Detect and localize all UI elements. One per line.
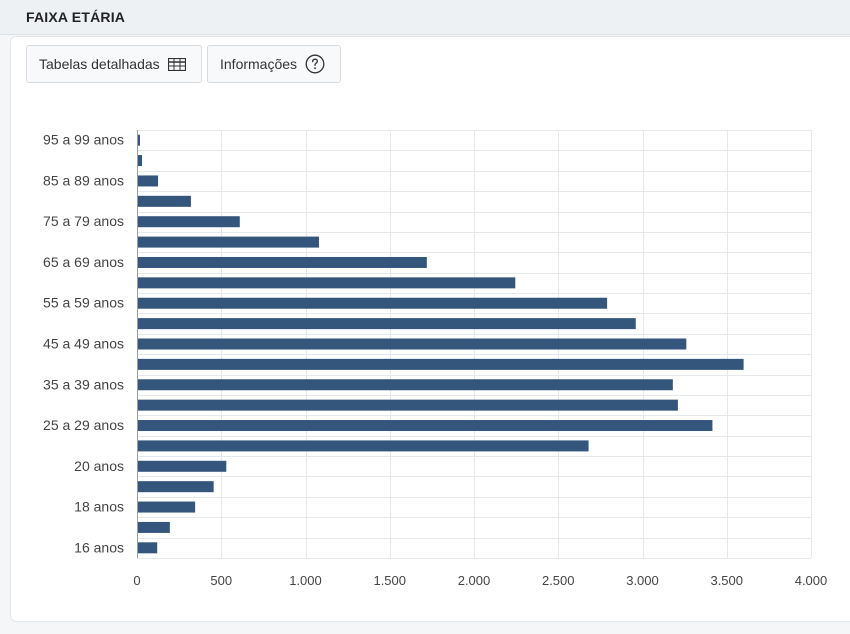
- help-circle-icon: [305, 54, 325, 74]
- x-tick-label: 2.000: [458, 573, 491, 588]
- section-header: FAIXA ETÁRIA: [0, 0, 850, 35]
- bar: [138, 379, 673, 391]
- bar: [138, 440, 589, 452]
- bar: [138, 175, 159, 187]
- y-tick-label: 85 a 89 anos: [43, 172, 124, 188]
- y-tick-label: 75 a 79 anos: [43, 213, 124, 229]
- x-tick-label: 3.000: [626, 573, 659, 588]
- bar: [138, 216, 240, 228]
- bar: [138, 134, 140, 146]
- information-button[interactable]: Informações: [207, 45, 341, 83]
- x-tick-label: 1.500: [373, 573, 406, 588]
- bar: [138, 542, 158, 554]
- y-tick-label: 18 anos: [74, 499, 124, 515]
- x-tick-label: 500: [210, 573, 232, 588]
- bar: [138, 155, 143, 167]
- x-tick-label: 2.500: [542, 573, 575, 588]
- y-tick-label: 65 a 69 anos: [43, 254, 124, 270]
- bar: [138, 521, 170, 533]
- section-title: FAIXA ETÁRIA: [26, 9, 126, 25]
- y-tick-label: 35 a 39 anos: [43, 376, 124, 392]
- bar: [138, 358, 744, 370]
- bar: [138, 195, 191, 207]
- bar: [138, 420, 713, 432]
- bar: [138, 318, 636, 330]
- y-tick-label: 55 a 59 anos: [43, 295, 124, 311]
- x-tick-label: 3.500: [710, 573, 743, 588]
- bar: [138, 501, 196, 513]
- bar: [138, 256, 427, 268]
- information-label: Informações: [220, 56, 298, 72]
- y-tick-label: 25 a 29 anos: [43, 417, 124, 433]
- bar: [138, 236, 319, 248]
- bar: [138, 297, 608, 309]
- x-tick-label: 4.000: [795, 573, 828, 588]
- detailed-tables-label: Tabelas detalhadas: [39, 56, 160, 72]
- detailed-tables-button[interactable]: Tabelas detalhadas: [26, 45, 202, 83]
- bar: [138, 338, 687, 350]
- y-tick-label: 16 anos: [74, 539, 124, 555]
- table-icon: [167, 57, 186, 71]
- y-tick-label: 45 a 49 anos: [43, 336, 124, 352]
- x-tick-label: 0: [133, 573, 140, 588]
- y-tick-label: 20 anos: [74, 458, 124, 474]
- bar: [138, 399, 678, 411]
- x-tick-label: 1.000: [289, 573, 322, 588]
- bar: [138, 481, 214, 493]
- y-tick-label: 95 a 99 anos: [43, 132, 124, 148]
- bar: [138, 460, 227, 472]
- bar: [138, 277, 516, 289]
